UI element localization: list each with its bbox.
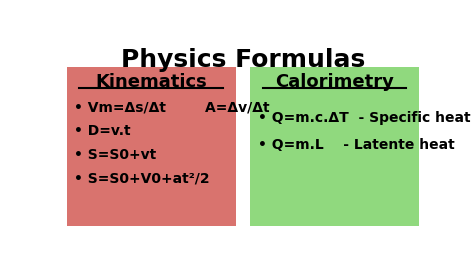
- Text: • Q=m.c.ΔT  - Specific heat: • Q=m.c.ΔT - Specific heat: [258, 111, 470, 125]
- FancyBboxPatch shape: [250, 67, 419, 227]
- Text: Kinematics: Kinematics: [95, 73, 207, 91]
- Text: • S=S0+vt: • S=S0+vt: [74, 148, 156, 162]
- Text: • Q=m.L    - Latente heat: • Q=m.L - Latente heat: [258, 138, 455, 152]
- Text: • Vm=Δs/Δt        A=Δv/Δt: • Vm=Δs/Δt A=Δv/Δt: [74, 101, 270, 115]
- Text: • D=v.t: • D=v.t: [74, 124, 130, 138]
- Text: Physics Formulas: Physics Formulas: [121, 48, 365, 72]
- Text: • S=S0+V0+at²/2: • S=S0+V0+at²/2: [74, 171, 210, 185]
- Text: Calorimetry: Calorimetry: [275, 73, 394, 91]
- FancyBboxPatch shape: [66, 67, 236, 227]
